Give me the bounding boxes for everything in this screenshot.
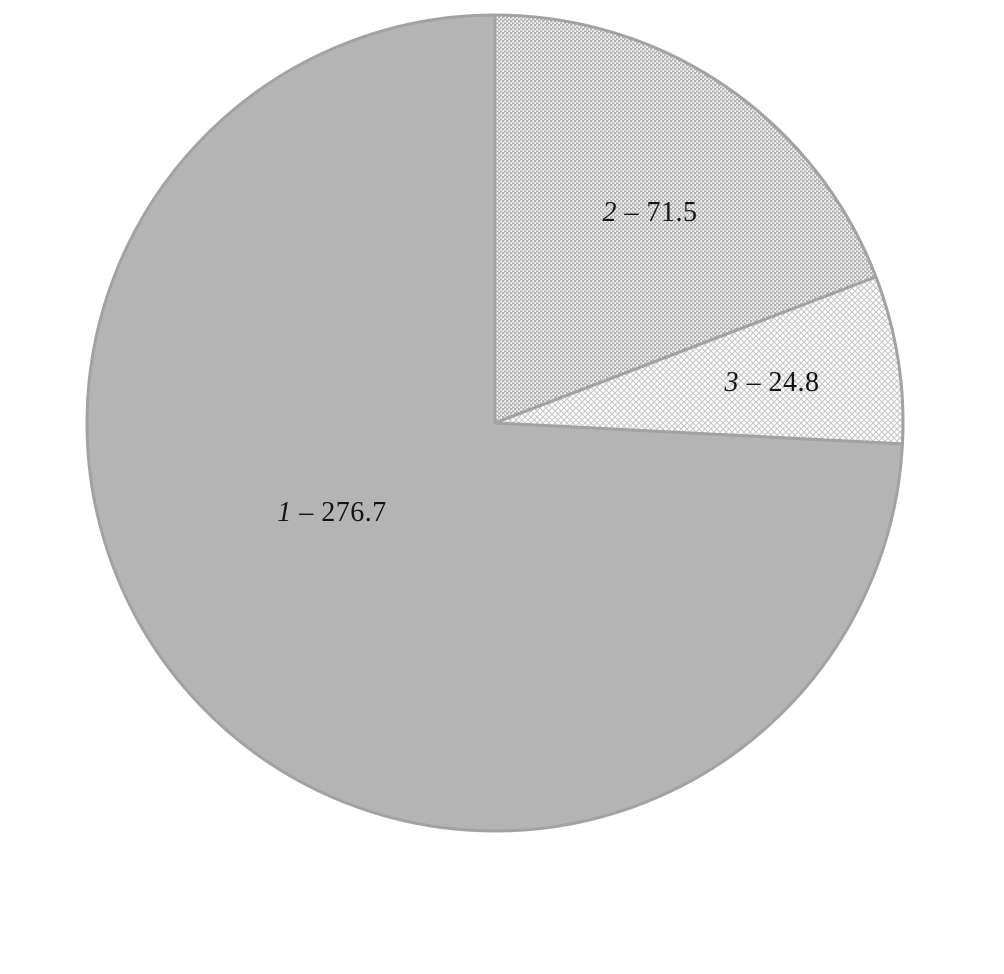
pie-slices [85, 13, 905, 833]
pie-slice-1 [85, 13, 904, 833]
slice-label-3: 3 – 24.8 [724, 367, 820, 398]
pie-slice-2 [493, 13, 878, 425]
slice-label-1: 1 – 276.7 [277, 497, 387, 528]
slice-label-2: 2 – 71.5 [603, 197, 698, 228]
pie-slice-labels: 2 – 71.5 3 – 24.8 1 – 276.7 [277, 197, 819, 528]
pie-slice-3 [493, 275, 905, 446]
